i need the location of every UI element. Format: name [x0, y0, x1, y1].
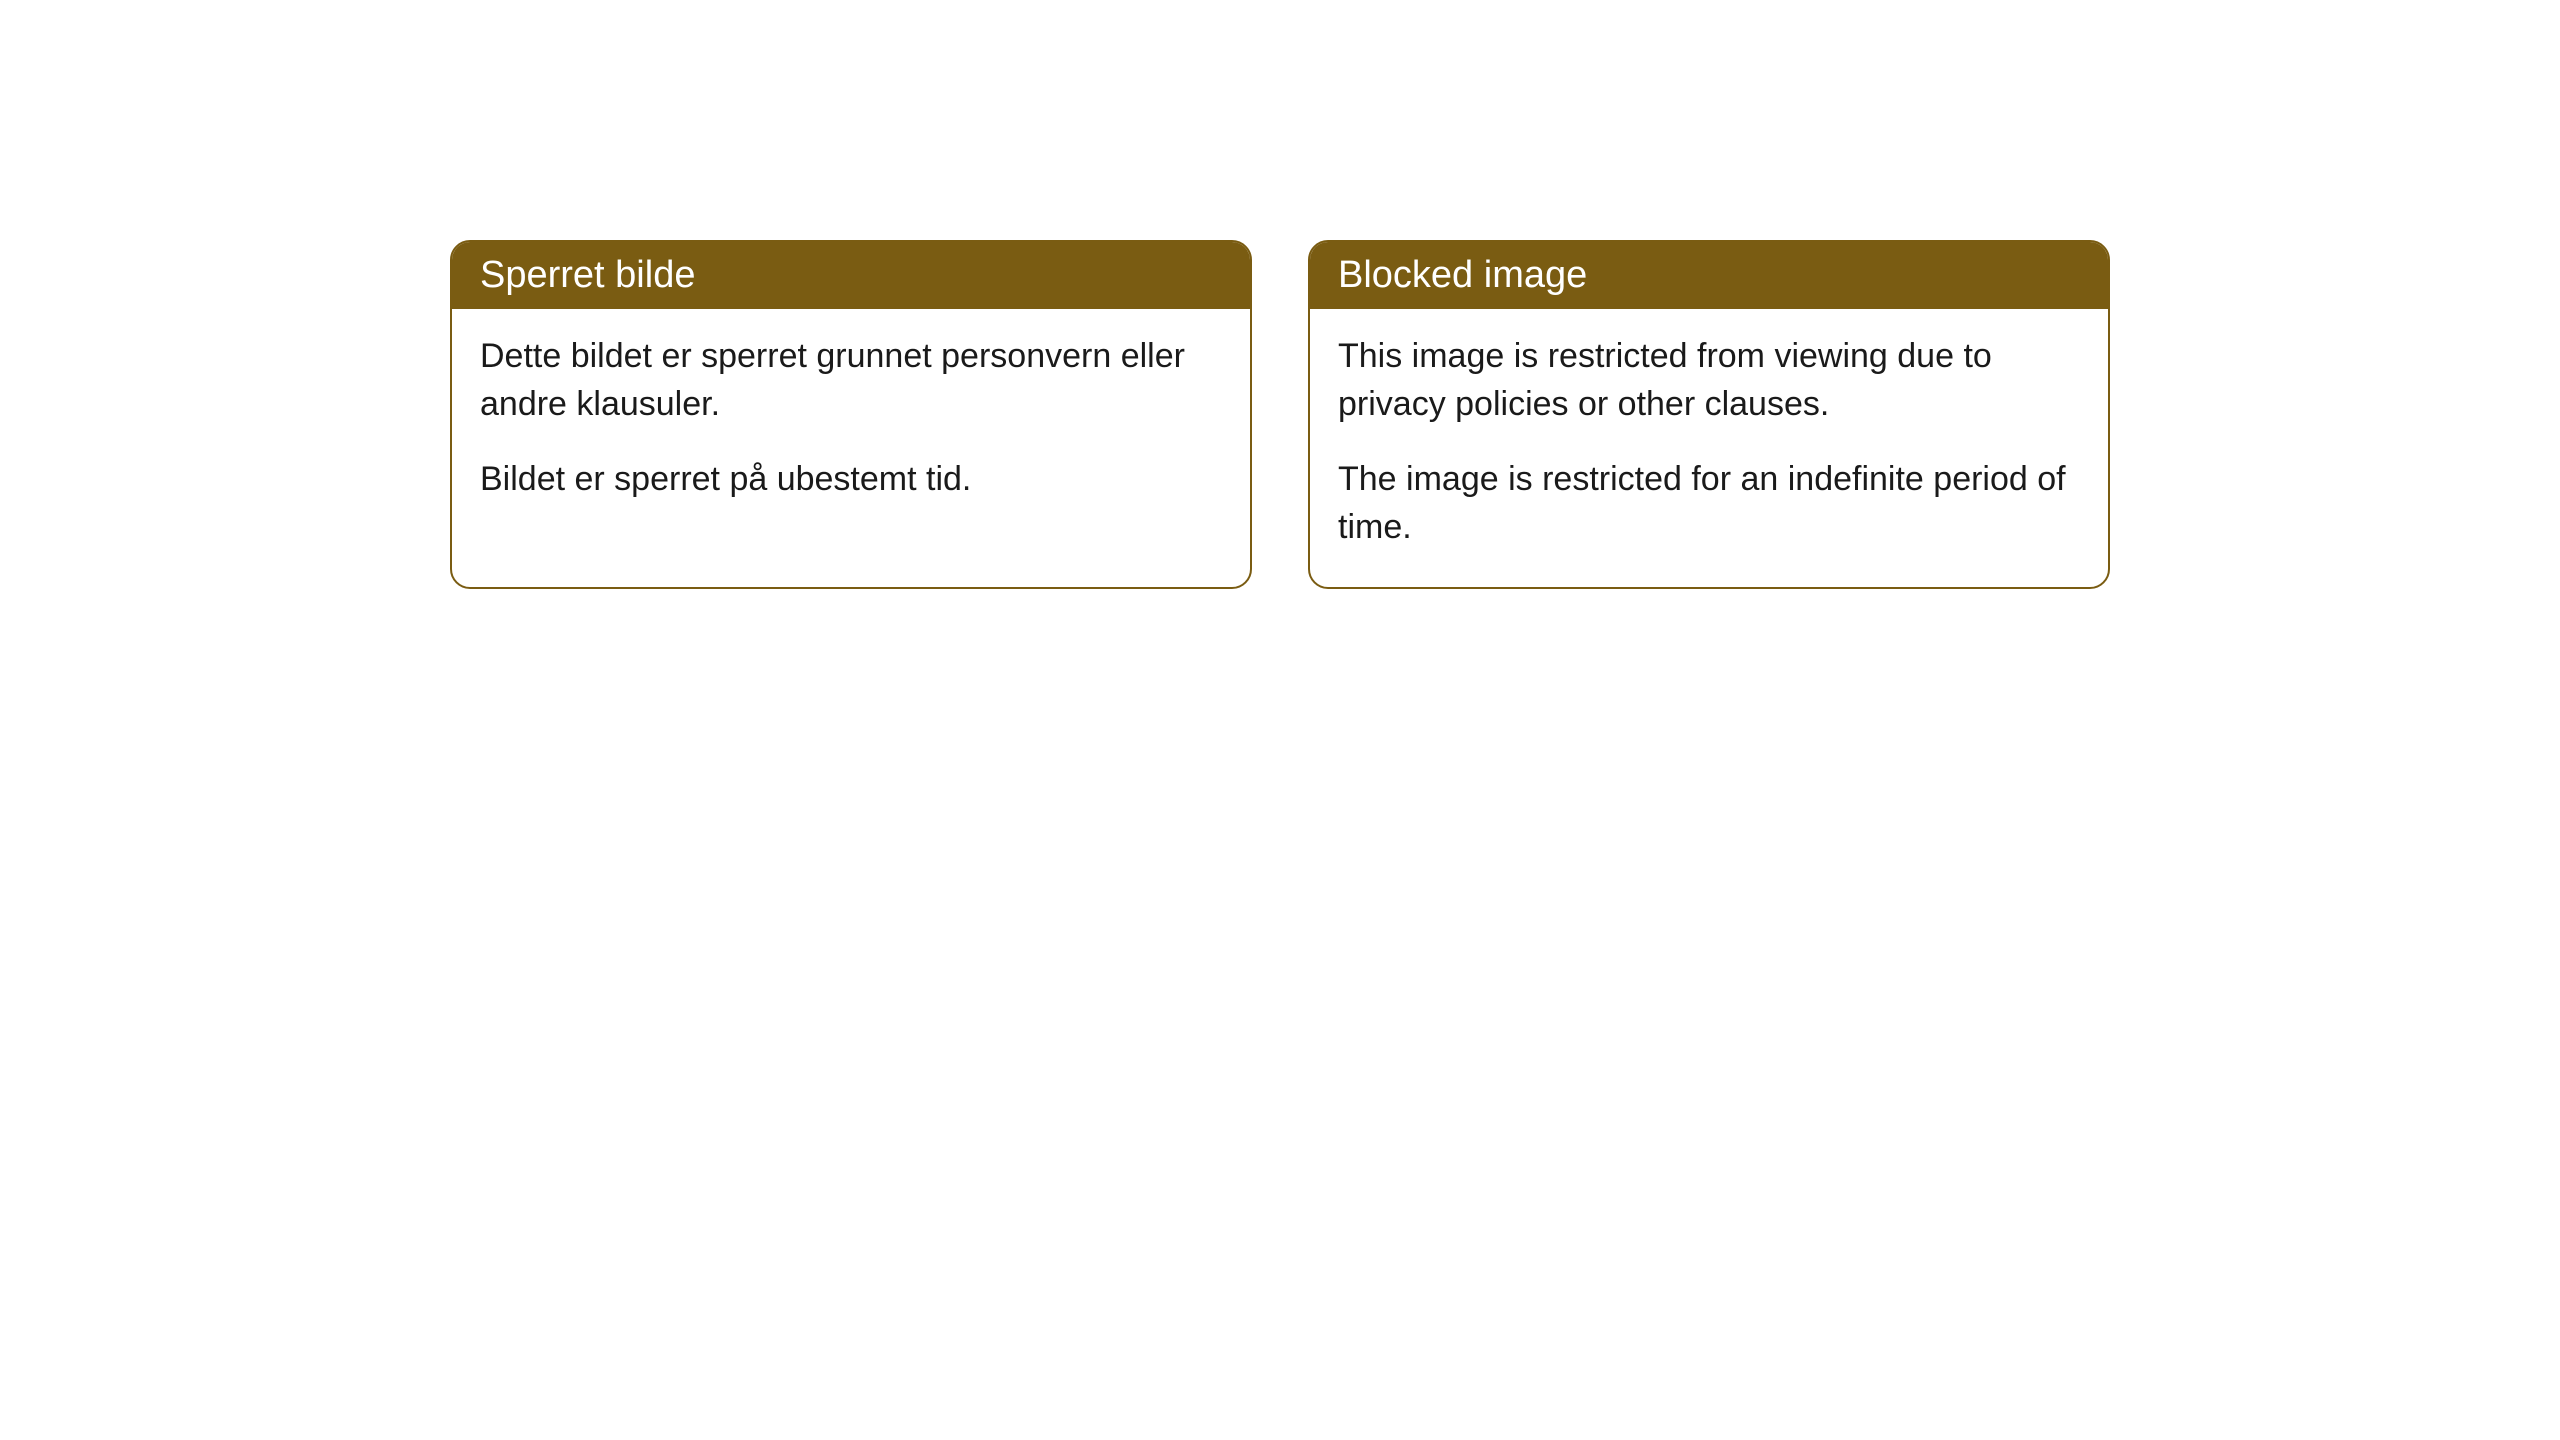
card-header-norwegian: Sperret bilde — [452, 242, 1250, 309]
card-paragraph: Bildet er sperret på ubestemt tid. — [480, 456, 1222, 504]
cards-container: Sperret bilde Dette bildet er sperret gr… — [450, 240, 2110, 589]
card-header-english: Blocked image — [1310, 242, 2108, 309]
card-body-english: This image is restricted from viewing du… — [1310, 309, 2108, 587]
card-paragraph: This image is restricted from viewing du… — [1338, 333, 2080, 428]
card-paragraph: The image is restricted for an indefinit… — [1338, 456, 2080, 551]
card-norwegian: Sperret bilde Dette bildet er sperret gr… — [450, 240, 1252, 589]
card-body-norwegian: Dette bildet er sperret grunnet personve… — [452, 309, 1250, 540]
card-paragraph: Dette bildet er sperret grunnet personve… — [480, 333, 1222, 428]
card-english: Blocked image This image is restricted f… — [1308, 240, 2110, 589]
